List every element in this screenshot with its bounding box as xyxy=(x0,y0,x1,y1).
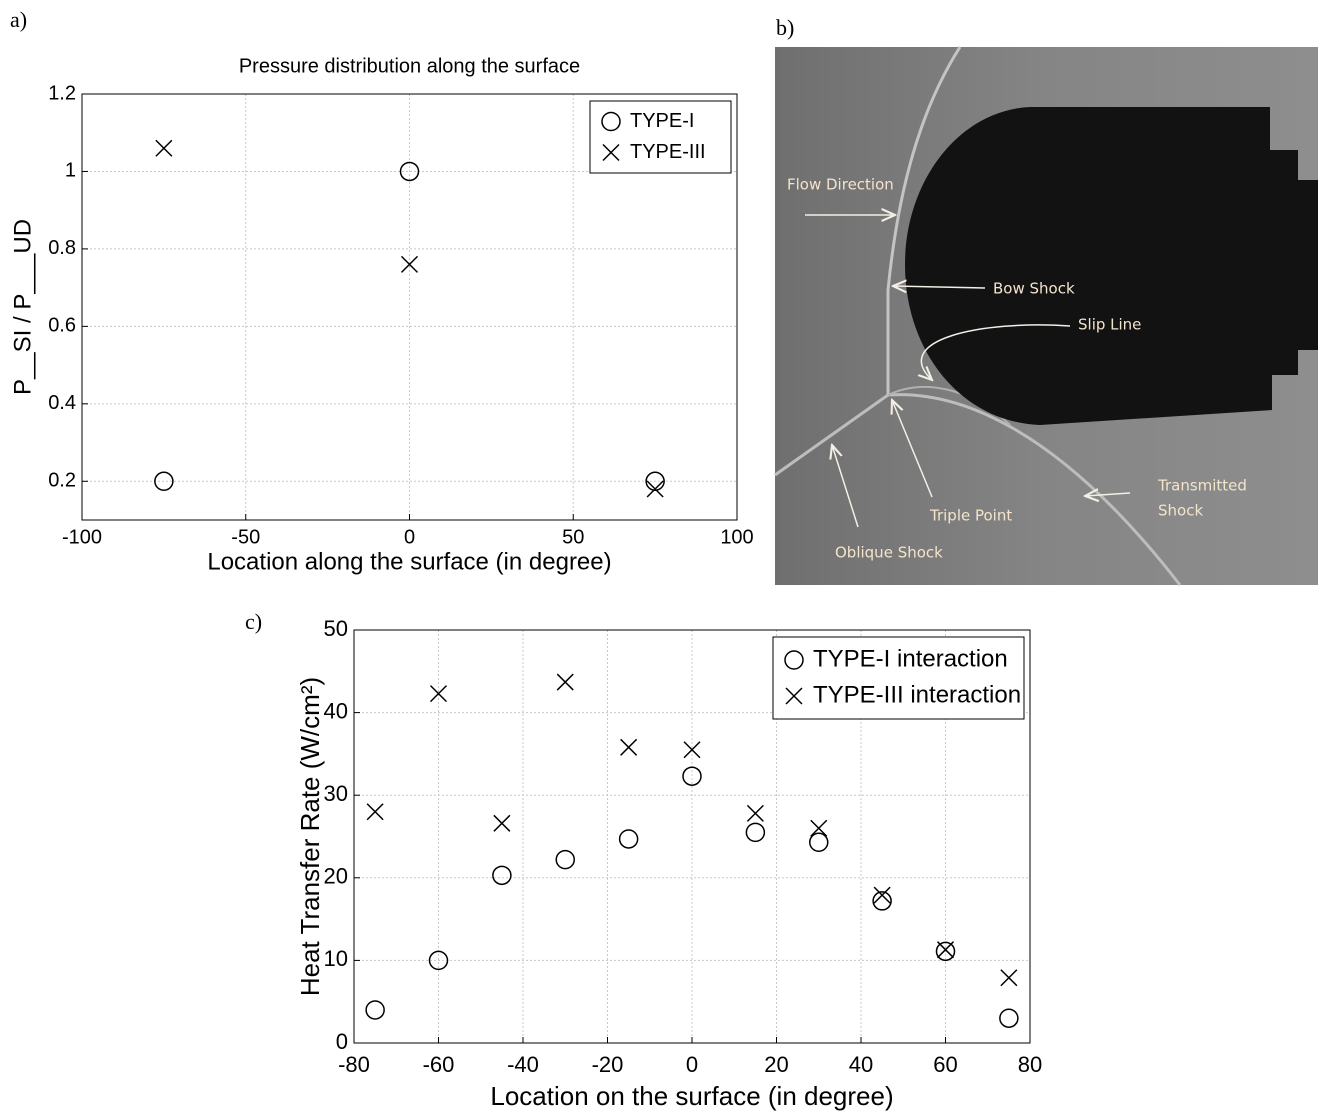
transmitted-shock xyxy=(887,393,1182,586)
y-tick-label: 0.6 xyxy=(48,315,76,337)
x-tick-label: 50 xyxy=(562,526,584,548)
plot-frame xyxy=(353,629,1031,1044)
legend-box xyxy=(772,636,1025,720)
data-point xyxy=(935,941,956,962)
data-point xyxy=(366,803,384,821)
x-tick-label: 40 xyxy=(849,1052,873,1077)
y-tick-label: 50 xyxy=(324,616,348,641)
y-axis-label: P__SI / P___UD xyxy=(9,219,36,395)
data-point xyxy=(745,822,766,843)
x-tick-label: -60 xyxy=(423,1052,455,1077)
legend-label: TYPE-III interaction xyxy=(813,681,1021,708)
x-tick-label: 100 xyxy=(720,526,753,548)
legend-marker xyxy=(785,687,803,705)
annotation: Oblique Shock xyxy=(835,544,943,562)
plot-frame xyxy=(81,93,738,521)
legend-marker xyxy=(601,111,621,132)
data-point xyxy=(999,1008,1019,1028)
data-point xyxy=(620,738,638,756)
legend-label: TYPE-I xyxy=(630,110,694,132)
annotation: Triple Point xyxy=(929,507,1012,525)
bow-shock xyxy=(886,46,962,395)
y-tick-label: 0.8 xyxy=(48,237,76,259)
x-tick-label: -50 xyxy=(231,526,260,548)
x-tick-label: 0 xyxy=(686,1052,698,1077)
annotation: Transmitted xyxy=(1157,477,1247,495)
arrow xyxy=(921,324,1071,380)
panel-label: b) xyxy=(776,15,794,40)
y-tick-label: 20 xyxy=(324,864,348,889)
data-point xyxy=(154,471,174,492)
legend-marker xyxy=(784,650,804,670)
data-point xyxy=(556,673,574,691)
arrow xyxy=(892,400,933,498)
data-point xyxy=(746,804,764,822)
y-tick-label: 1 xyxy=(65,160,76,182)
data-point xyxy=(872,891,892,911)
annotation: Bow Shock xyxy=(993,280,1075,298)
x-tick-label: 20 xyxy=(764,1052,788,1077)
x-tick-label: -100 xyxy=(62,526,102,548)
arrow xyxy=(832,445,859,528)
data-point xyxy=(810,819,828,837)
x-tick-label: -40 xyxy=(507,1052,539,1077)
data-point xyxy=(155,139,173,157)
data-point xyxy=(936,941,955,959)
data-point xyxy=(399,161,420,182)
data-point xyxy=(618,829,639,849)
data-point xyxy=(365,1000,385,1020)
panel-label: c) xyxy=(245,609,262,634)
data-point xyxy=(682,766,702,786)
y-tick-label: 10 xyxy=(324,946,348,971)
data-point xyxy=(400,255,419,273)
y-tick-label: 0 xyxy=(336,1029,348,1054)
legend-label: TYPE-III xyxy=(630,141,706,163)
data-point xyxy=(428,950,449,971)
arrow xyxy=(1085,493,1131,496)
schlieren-image: Flow Direction Bow Shock Slip Line Tripl… xyxy=(774,46,1318,586)
arrow xyxy=(893,286,986,288)
y-tick-label: 40 xyxy=(324,698,348,723)
legend-marker xyxy=(602,143,620,162)
oblique-shock xyxy=(774,393,889,477)
x-tick-label: -80 xyxy=(338,1052,370,1077)
legend-label: TYPE-I interaction xyxy=(813,645,1008,672)
x-axis-label: Location on the surface (in degree) xyxy=(490,1081,893,1111)
data-point xyxy=(646,480,664,498)
annotation: Shock xyxy=(1158,502,1203,520)
data-point xyxy=(492,865,512,886)
data-point xyxy=(1000,969,1018,987)
chart-title: Pressure distribution along the surface xyxy=(239,55,580,77)
x-tick-label: -20 xyxy=(592,1052,624,1077)
data-point xyxy=(493,814,511,832)
y-axis-label: Heat Transfer Rate (W/cm²) xyxy=(295,677,325,996)
data-point xyxy=(809,832,829,853)
y-tick-label: 1.2 xyxy=(48,82,76,104)
x-tick-label: 80 xyxy=(1018,1052,1042,1077)
data-point xyxy=(555,849,575,870)
annotation: Flow Direction xyxy=(787,176,894,194)
x-axis-label: Location along the surface (in degree) xyxy=(207,548,611,575)
data-point xyxy=(873,886,891,904)
panel-label: a) xyxy=(10,7,27,32)
model-body xyxy=(905,107,1318,425)
x-tick-label: 60 xyxy=(933,1052,957,1077)
x-tick-label: 0 xyxy=(404,526,415,548)
data-point xyxy=(683,741,701,759)
y-tick-label: 0.4 xyxy=(48,392,76,414)
y-tick-label: 30 xyxy=(324,781,348,806)
data-point xyxy=(429,685,448,703)
y-tick-label: 0.2 xyxy=(48,470,76,492)
annotation: Slip Line xyxy=(1078,316,1141,334)
data-point xyxy=(645,471,665,492)
